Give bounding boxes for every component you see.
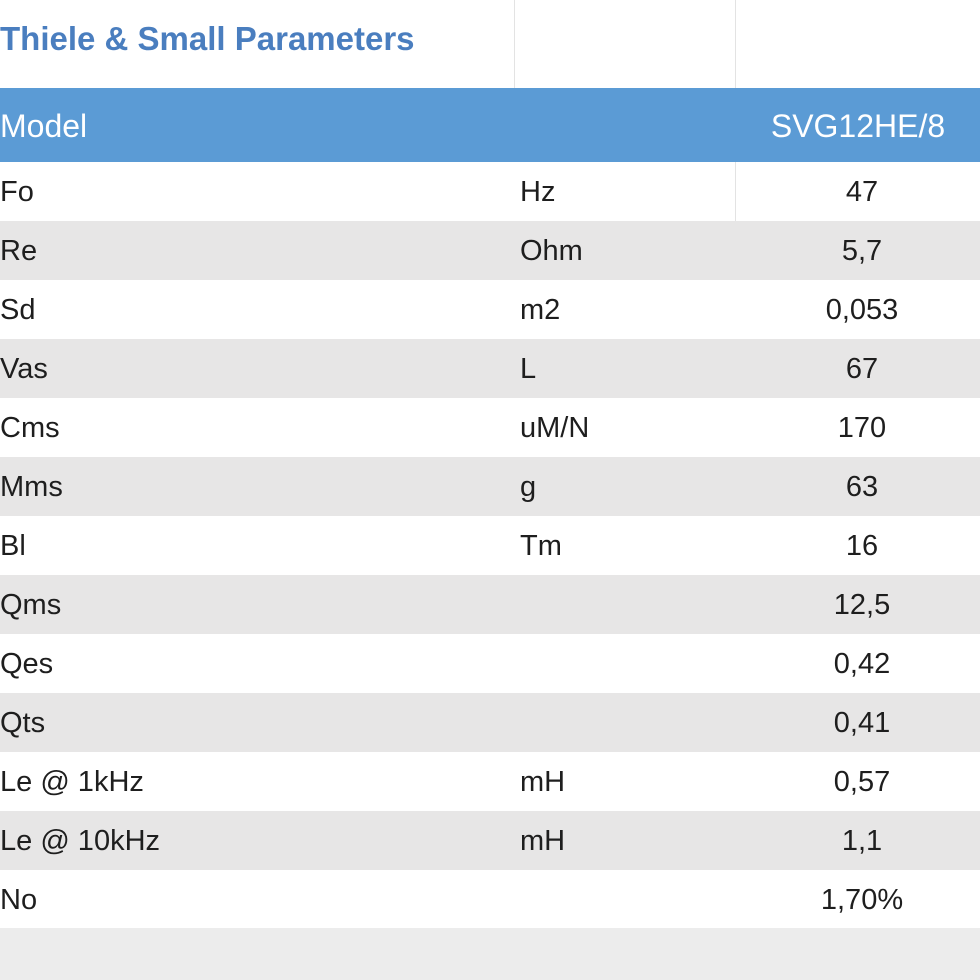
parameter-cell: Le @ 10kHz — [0, 825, 161, 857]
header-cell: Model — [0, 108, 88, 144]
parameter-cell: Qms — [0, 589, 62, 621]
divider — [735, 162, 736, 221]
parameter-cell: Cms — [0, 412, 60, 444]
value-cell: 16 — [845, 530, 879, 562]
page-title: Thiele & Small Parameters — [0, 20, 415, 57]
unit-cell: L — [520, 353, 537, 385]
title-area: Thiele & Small Parameters — [0, 0, 980, 88]
parameter-cell: Bl — [0, 530, 26, 562]
table-row: Bl Tm 16 — [0, 516, 980, 575]
table-row: Qms 12,5 — [0, 575, 980, 634]
divider — [514, 0, 515, 88]
unit-cell: uM/N — [520, 412, 590, 444]
parameter-cell: No — [0, 884, 38, 916]
value-cell: 0,41 — [833, 707, 891, 739]
table-row: Mms g 63 — [0, 457, 980, 516]
unit-cell: m2 — [520, 294, 561, 326]
table-row: Vas L 67 — [0, 339, 980, 398]
value-cell: 0,42 — [833, 648, 891, 680]
value-cell: 63 — [845, 471, 879, 503]
parameter-cell: Vas — [0, 353, 48, 385]
table-row: No 1,70% — [0, 870, 980, 929]
table-row: Sd m2 0,053 — [0, 280, 980, 339]
parameter-cell: Qes — [0, 648, 54, 680]
table-row: Qes 0,42 — [0, 634, 980, 693]
table-row: Cms uM/N 170 — [0, 398, 980, 457]
parameter-cell: Sd — [0, 294, 36, 326]
value-cell: 1,1 — [841, 825, 883, 857]
divider — [735, 0, 736, 88]
value-cell: 5,7 — [841, 235, 883, 267]
value-cell: 12,5 — [833, 589, 891, 621]
parameter-cell: Qts — [0, 707, 46, 739]
parameter-cell: Re — [0, 235, 38, 267]
parameter-cell: Le @ 1kHz — [0, 766, 144, 798]
unit-cell: Hz — [520, 176, 556, 208]
unit-cell: g — [520, 471, 537, 503]
unit-cell: mH — [520, 825, 566, 857]
value-cell: 47 — [845, 176, 879, 208]
value-cell: 170 — [837, 412, 887, 444]
value-cell: 67 — [845, 353, 879, 385]
value-cell: 1,70% — [820, 884, 904, 916]
parameter-cell: Fo — [0, 176, 34, 208]
table-row: Le @ 10kHz mH 1,1 — [0, 811, 980, 870]
table-row: Re Ohm 5,7 — [0, 221, 980, 280]
value-cell: 0,053 — [825, 294, 899, 326]
value-cell: 0,57 — [833, 766, 891, 798]
parameter-cell: Mms — [0, 471, 63, 503]
header-cell: SVG12HE/8 — [770, 108, 946, 144]
unit-cell: Ohm — [520, 235, 583, 267]
table-row: Fo Hz 47 — [0, 162, 980, 221]
footer — [0, 928, 980, 980]
unit-cell: mH — [520, 766, 566, 798]
table-row: Le @ 1kHz mH 0,57 — [0, 752, 980, 811]
table-header: Model SVG12HE/8 — [0, 88, 980, 162]
table-row: Qts 0,41 — [0, 693, 980, 752]
unit-cell: Tm — [520, 530, 562, 562]
